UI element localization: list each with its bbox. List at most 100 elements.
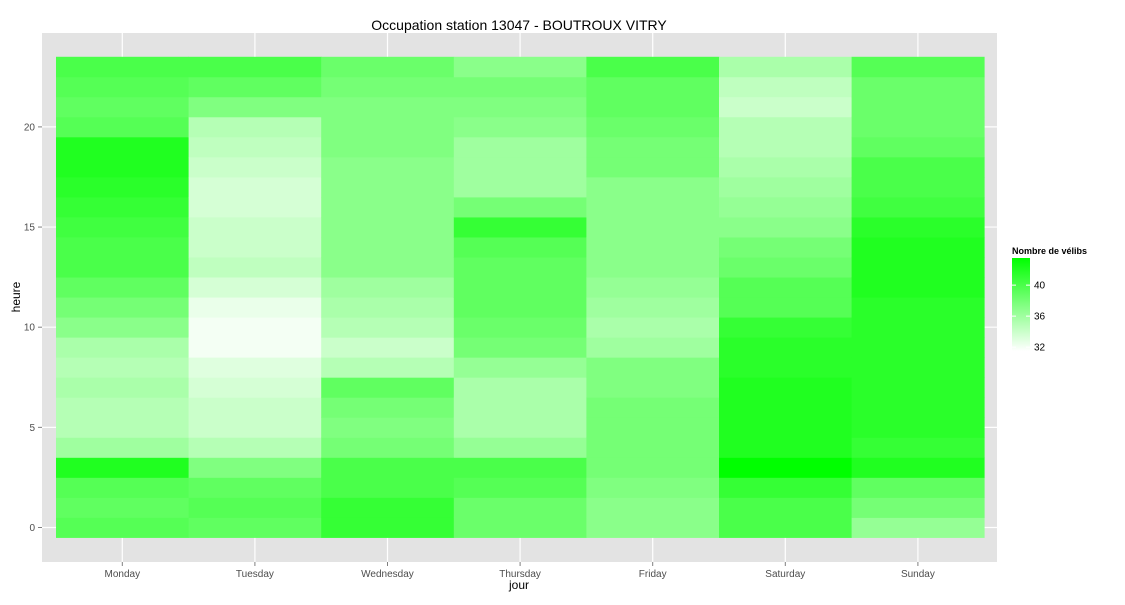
heatmap-cell (586, 317, 720, 338)
heatmap-cell (56, 477, 189, 498)
x-axis: Monday Tuesday Wednesday Thursday Friday Satu… (105, 562, 935, 580)
heatmap-cell (586, 237, 720, 258)
heatmap-cell (719, 397, 852, 418)
heatmap-cell (586, 156, 720, 178)
heatmap-cell (719, 517, 852, 538)
heatmap-cell (586, 96, 720, 118)
heatmap-cell (188, 457, 322, 478)
heatmap-cell (321, 96, 455, 118)
heatmap-cell (188, 437, 322, 458)
heatmap-cell (188, 56, 322, 78)
heatmap-cell (188, 377, 322, 398)
heatmap-cell (719, 176, 852, 198)
heatmap-cell (56, 116, 189, 138)
legend-tick-label: 36 (1034, 312, 1046, 323)
heatmap-cell (586, 397, 720, 418)
heatmap-cell (188, 337, 322, 358)
heatmap-cell (586, 56, 720, 78)
heatmap-cell (56, 397, 189, 418)
heatmap-cell (851, 116, 985, 138)
heatmap-cell (453, 277, 587, 298)
heatmap-cell (453, 176, 587, 198)
x-tick-label: Saturday (765, 569, 805, 580)
heatmap-cell (719, 297, 852, 318)
heatmap-cell (586, 76, 720, 98)
heatmap-cell (851, 477, 985, 498)
heatmap-cell (719, 457, 852, 478)
heatmap-cell (453, 497, 587, 518)
heatmap-cell (188, 477, 322, 498)
x-tick-label: Sunday (901, 569, 935, 580)
heatmap-cell (851, 76, 985, 98)
legend-title: Nombre de vélibs (1012, 246, 1087, 256)
heatmap-cell (56, 297, 189, 318)
heatmap-cell (453, 397, 587, 418)
heatmap-cell (321, 156, 455, 178)
heatmap-cell (56, 197, 189, 218)
heatmap-cell (321, 56, 455, 78)
y-axis-label: heure (9, 281, 23, 312)
heatmap-cell (453, 56, 587, 78)
heatmap-cell (188, 277, 322, 298)
heatmap-cell (321, 377, 455, 398)
heatmap-cell (321, 197, 455, 218)
heatmap-cell (586, 257, 720, 278)
heatmap-cell (851, 96, 985, 118)
y-tick-label: 20 (24, 122, 36, 133)
heatmap-cell (453, 116, 587, 138)
heatmap-cell (719, 116, 852, 138)
y-tick-label: 5 (29, 423, 35, 434)
heatmap-cell (56, 56, 189, 78)
heatmap-cell (56, 497, 189, 518)
heatmap-cells (56, 56, 985, 538)
heatmap-cell (851, 297, 985, 318)
heatmap-cell (719, 257, 852, 278)
heatmap-cell (586, 357, 720, 378)
x-axis-label: jour (508, 578, 529, 592)
heatmap-cell (851, 417, 985, 438)
heatmap-cell (453, 156, 587, 178)
heatmap-cell (453, 317, 587, 338)
heatmap-cell (851, 217, 985, 238)
heatmap-cell (586, 297, 720, 318)
heatmap-cell (188, 317, 322, 338)
heatmap-cell (586, 136, 720, 158)
heatmap-cell (56, 437, 189, 458)
heatmap-cell (56, 417, 189, 438)
heatmap-cell (188, 176, 322, 198)
heatmap-cell (453, 76, 587, 98)
x-tick-label: Thursday (499, 569, 541, 580)
heatmap-cell (851, 176, 985, 198)
x-tick-label: Wednesday (361, 569, 414, 580)
legend: Nombre de vélibs 32 36 40 (1012, 246, 1087, 354)
legend-tick-label: 32 (1034, 343, 1046, 354)
y-tick-label: 0 (29, 523, 35, 534)
heatmap-cell (851, 497, 985, 518)
heatmap-cell (719, 197, 852, 218)
heatmap-cell (188, 217, 322, 238)
heatmap-cell (453, 96, 587, 118)
heatmap-cell (851, 357, 985, 378)
heatmap-cell (56, 217, 189, 238)
heatmap-cell (321, 477, 455, 498)
heatmap-cell (56, 136, 189, 158)
x-tick-label: Tuesday (236, 569, 274, 580)
heatmap-cell (851, 156, 985, 178)
heatmap-cell (586, 217, 720, 238)
heatmap-cell (586, 517, 720, 538)
heatmap-cell (851, 197, 985, 218)
heatmap-cell (851, 317, 985, 338)
heatmap-cell (851, 237, 985, 258)
heatmap-cell (719, 477, 852, 498)
heatmap-cell (188, 76, 322, 98)
heatmap-cell (719, 76, 852, 98)
heatmap-cell (321, 517, 455, 538)
heatmap-cell (586, 277, 720, 298)
heatmap-cell (453, 437, 587, 458)
heatmap-cell (453, 237, 587, 258)
heatmap-cell (719, 377, 852, 398)
x-tick-label: Monday (105, 569, 141, 580)
y-axis: 0 5 10 15 20 (24, 122, 42, 534)
heatmap-cell (188, 156, 322, 178)
heatmap-cell (851, 437, 985, 458)
